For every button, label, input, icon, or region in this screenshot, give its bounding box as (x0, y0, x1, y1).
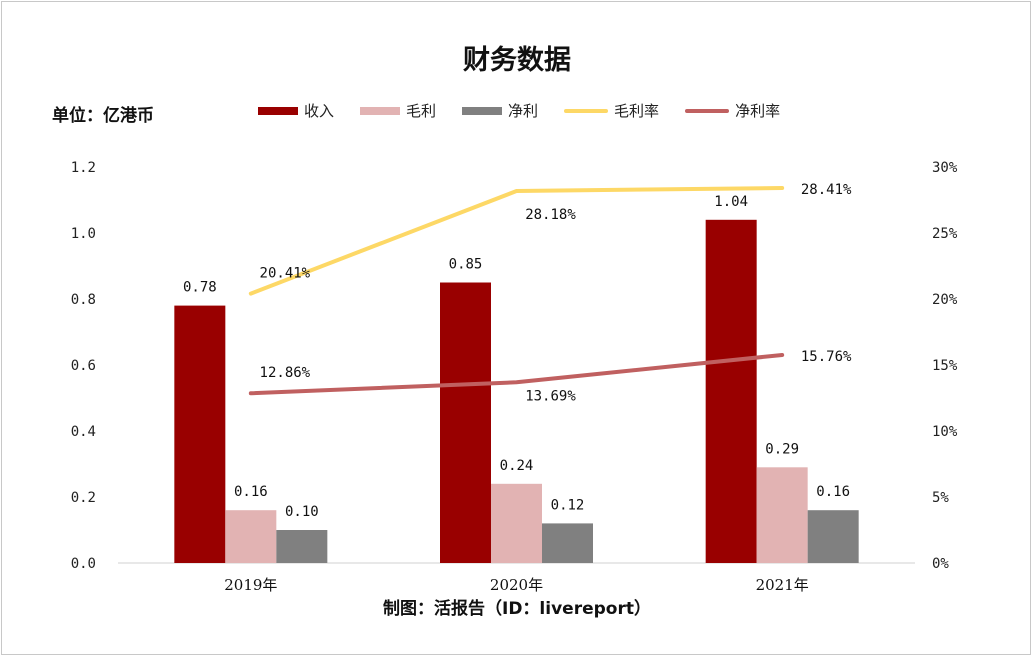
y-left-tick-label: 1.0 (71, 226, 96, 242)
line-data-label: 20.41% (260, 266, 311, 282)
y-left-tick-label: 0.4 (71, 424, 96, 440)
bar-毛利 (225, 510, 277, 563)
line-data-label: 28.41% (801, 182, 852, 198)
line-data-label: 13.69% (525, 388, 576, 404)
legend-swatch (462, 106, 503, 115)
bar-收入 (705, 219, 757, 564)
y-right-tick-label: 20% (932, 292, 958, 308)
x-tick-label: 2020年 (490, 576, 543, 594)
line-毛利率 (248, 185, 785, 296)
bar-收入 (174, 305, 226, 563)
y-left-tick-label: 0.6 (71, 358, 96, 374)
bar-净利 (276, 530, 328, 563)
line-净利率 (248, 352, 785, 396)
y-right-tick-label: 25% (932, 226, 958, 242)
chart-legend: 收入 毛利 净利 毛利率 净利率 (258, 100, 806, 121)
bar-data-label: 0.78 (183, 280, 217, 296)
bar-毛利 (756, 467, 808, 563)
legend-label: 毛利 (406, 102, 437, 120)
bar-收入 (440, 282, 491, 563)
y-right-tick-label: 10% (932, 424, 958, 440)
legend-label: 毛利率 (614, 102, 660, 120)
unit-label: 单位：亿港币 (52, 106, 154, 126)
y-left-tick-label: 0.0 (71, 556, 96, 572)
line-data-label: 12.86% (260, 365, 311, 381)
legend-label: 净利率 (735, 102, 781, 120)
x-tick-label: 2021年 (756, 576, 809, 594)
legend-item-1: 毛利 (360, 100, 436, 121)
legend-swatch (685, 108, 730, 113)
line-data-label: 15.76% (801, 349, 852, 365)
legend-item-4: 净利率 (685, 100, 780, 121)
bar-data-label: 0.24 (500, 458, 534, 474)
bar-data-label: 0.16 (816, 484, 850, 500)
y-right-tick-label: 30% (932, 160, 958, 176)
bar-data-label: 0.12 (551, 497, 585, 513)
y-left-tick-label: 1.2 (71, 160, 96, 176)
bar-净利 (807, 510, 859, 563)
legend-swatch (564, 108, 609, 113)
bar-data-label: 0.85 (449, 257, 483, 273)
chart-title: 财务数据 (463, 45, 571, 76)
bar-毛利 (491, 483, 542, 563)
legend-label: 收入 (304, 102, 335, 120)
line-data-label: 28.18% (525, 207, 576, 223)
legend-item-3: 毛利率 (564, 100, 659, 121)
source-label: 制图：活报告（ID：livereport） (383, 599, 651, 619)
legend-swatch (360, 106, 401, 115)
bar-data-label: 0.29 (765, 441, 799, 457)
legend-swatch (258, 106, 298, 115)
y-right-tick-label: 15% (932, 358, 958, 374)
y-right-tick-label: 5% (932, 490, 949, 506)
bar-data-label: 0.10 (285, 504, 319, 520)
y-right-tick-label: 0% (932, 556, 949, 572)
legend-item-2: 净利 (462, 100, 538, 121)
legend-label: 净利 (508, 102, 539, 120)
bar-data-label: 1.04 (714, 194, 748, 210)
legend-item-0: 收入 (258, 100, 334, 121)
y-left-tick-label: 0.2 (71, 490, 96, 506)
bar-净利 (542, 523, 593, 563)
bar-data-label: 0.16 (234, 484, 268, 500)
y-left-tick-label: 0.8 (71, 292, 96, 308)
x-tick-label: 2019年 (224, 576, 277, 594)
